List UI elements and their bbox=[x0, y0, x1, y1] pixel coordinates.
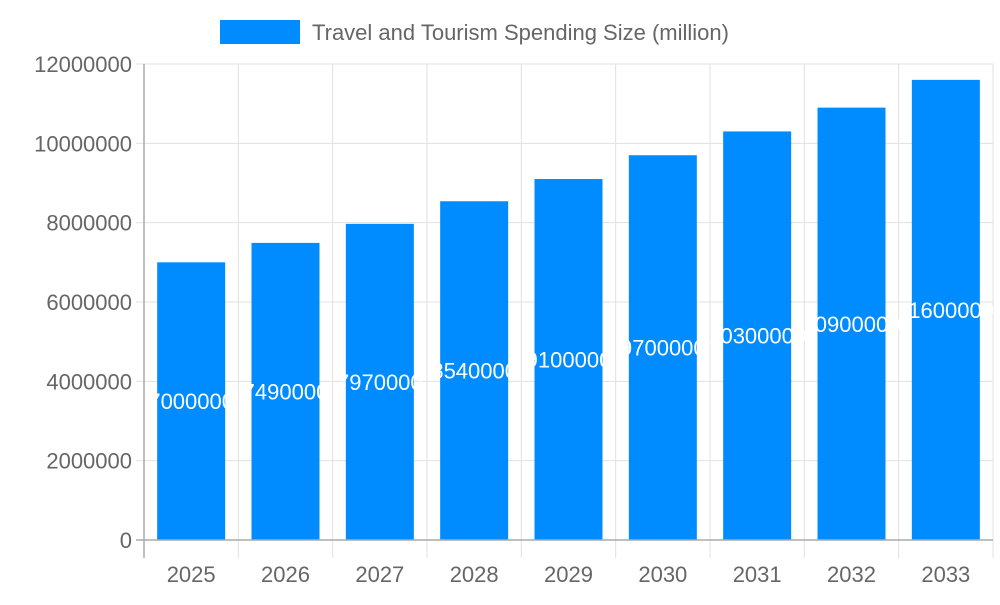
data-label: 7000000 bbox=[148, 389, 234, 414]
data-label: 7490000 bbox=[243, 379, 329, 404]
bar-2026 bbox=[251, 242, 320, 540]
y-tick-label: 0 bbox=[120, 528, 132, 553]
x-tick-label: 2028 bbox=[450, 562, 499, 587]
y-tick-label: 12000000 bbox=[34, 52, 132, 77]
bar-2027 bbox=[345, 223, 414, 540]
y-tick-label: 8000000 bbox=[46, 211, 132, 236]
data-label: 9700000 bbox=[620, 336, 706, 361]
data-label: 8540000 bbox=[431, 359, 517, 384]
y-tick-label: 10000000 bbox=[34, 131, 132, 156]
bar-2025 bbox=[157, 262, 226, 540]
y-tick-label: 2000000 bbox=[46, 449, 132, 474]
bar-2028 bbox=[440, 201, 509, 540]
data-label: 11600000 bbox=[898, 298, 994, 323]
bars bbox=[157, 79, 980, 541]
bar-2032 bbox=[817, 107, 886, 540]
legend-swatch bbox=[220, 20, 300, 44]
data-label: 10300000 bbox=[708, 324, 806, 349]
data-labels: 7000000 7490000 7970000 8540000 9100000 97000… bbox=[148, 298, 994, 414]
data-label: 10900000 bbox=[803, 312, 901, 337]
y-tick-label: 6000000 bbox=[46, 290, 132, 315]
legend-label: Travel and Tourism Spending Size (millio… bbox=[312, 20, 729, 45]
x-tick-label: 2029 bbox=[544, 562, 593, 587]
bar-2033 bbox=[911, 79, 980, 540]
bar-2029 bbox=[534, 179, 603, 541]
x-tick-label: 2032 bbox=[827, 562, 876, 587]
bar-2031 bbox=[723, 131, 792, 540]
x-tick-label: 2026 bbox=[261, 562, 310, 587]
data-label: 7970000 bbox=[337, 370, 423, 395]
x-tick-label: 2030 bbox=[638, 562, 687, 587]
data-label: 9100000 bbox=[526, 348, 612, 373]
legend[interactable]: Travel and Tourism Spending Size (millio… bbox=[220, 20, 729, 45]
x-tick-label: 2025 bbox=[167, 562, 216, 587]
x-tick-label: 2033 bbox=[921, 562, 970, 587]
axes: 0 2000000 4000000 6000000 8000000 10000000 120… bbox=[34, 52, 993, 587]
x-tick-label: 2031 bbox=[733, 562, 782, 587]
y-tick-label: 4000000 bbox=[46, 369, 132, 394]
x-tick-label: 2027 bbox=[355, 562, 404, 587]
bar-2030 bbox=[628, 155, 697, 540]
